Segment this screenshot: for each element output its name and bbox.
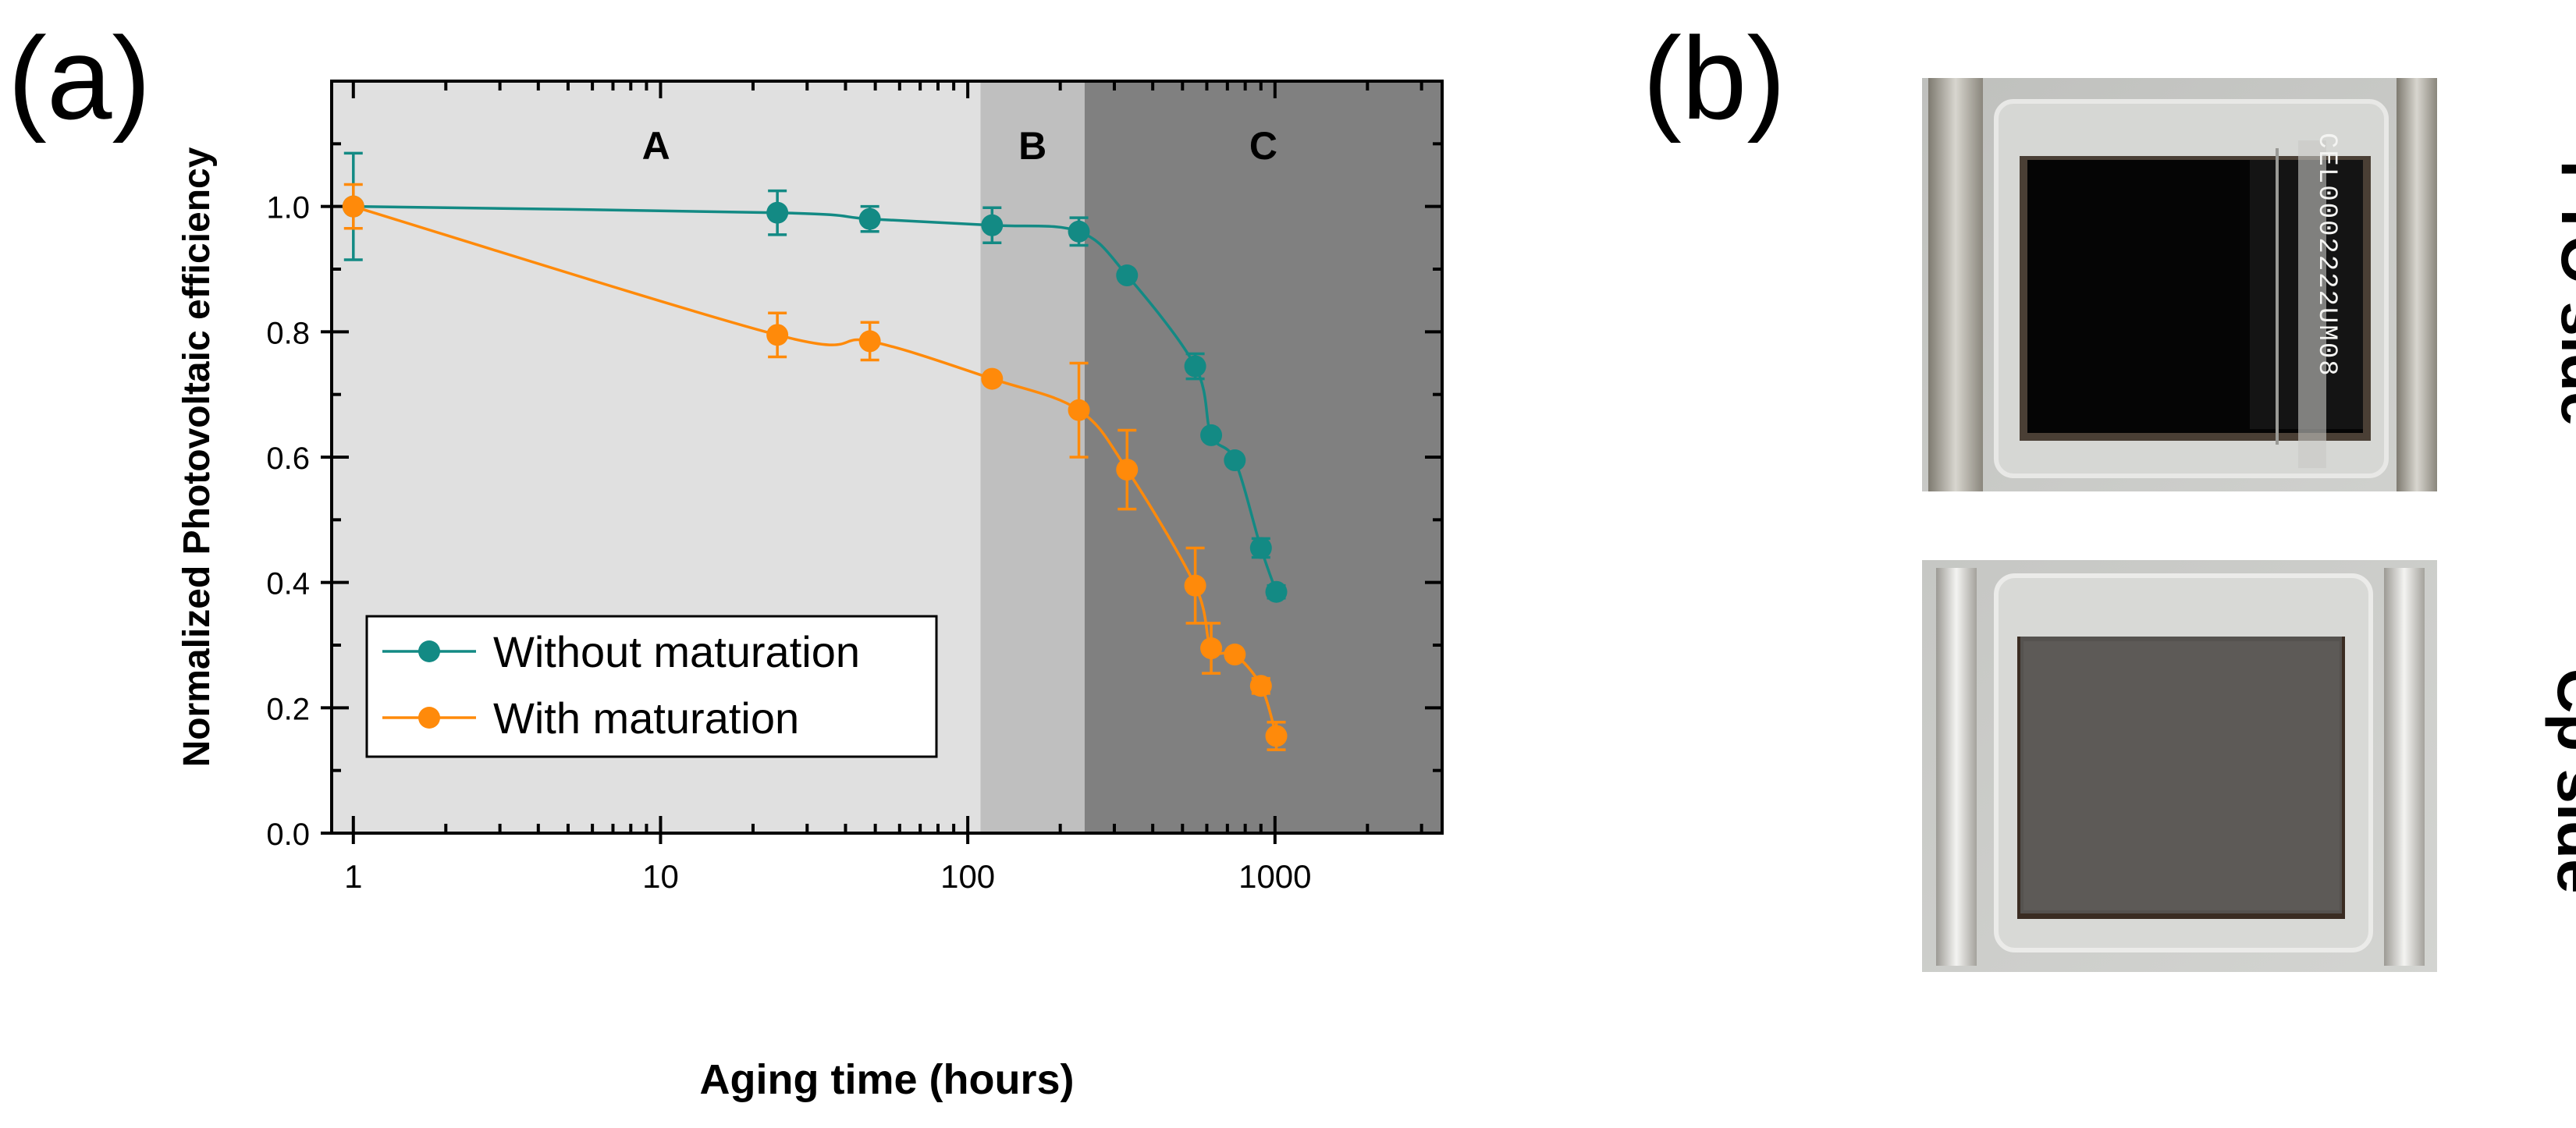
data-series <box>342 151 1288 751</box>
x-tick-label: 10 <box>642 858 679 895</box>
y-tick-label: 1.0 <box>266 191 310 225</box>
x-tick-label: 1000 <box>1238 858 1311 895</box>
data-point <box>1200 424 1223 446</box>
photo-fto-side: CEL0002222UM08 <box>1922 78 2437 491</box>
chart: A B C 1 10 100 1000 0.0 0.2 0.4 0.6 0.8 1.0 Without… <box>176 80 1444 1103</box>
data-point <box>981 214 1004 236</box>
plot-frame <box>330 80 1444 835</box>
data-point <box>981 367 1004 390</box>
region-b <box>980 81 1085 833</box>
data-point <box>766 201 789 224</box>
data-point <box>342 195 364 218</box>
panel-label-a: (a) <box>8 12 151 144</box>
data-point <box>1265 725 1288 747</box>
cp-side-label: Cp side <box>2545 668 2576 894</box>
fto-side-label: FTO side <box>2549 160 2576 427</box>
legend-entry-label: Without maturation <box>493 627 860 676</box>
series-with-maturation <box>342 183 1288 751</box>
data-point <box>1265 580 1288 603</box>
x-tick-label: 1 <box>344 858 362 895</box>
region-label-a: A <box>642 124 670 168</box>
y-axis-label: Normalized Photovoltaic efficiency <box>176 147 218 767</box>
data-point <box>1184 574 1206 597</box>
data-point <box>1249 675 1272 697</box>
y-tick-label: 0.2 <box>266 692 310 726</box>
series-without-maturation <box>342 151 1288 603</box>
data-point <box>1200 637 1223 660</box>
photo-cp-side <box>1922 560 2437 972</box>
data-point <box>1224 644 1246 666</box>
data-point <box>1224 449 1246 472</box>
data-point <box>766 324 789 346</box>
data-point <box>1116 264 1139 287</box>
region-label-b: B <box>1018 124 1046 168</box>
x-axis-label: Aging time (hours) <box>700 1056 1075 1103</box>
data-point <box>858 208 881 230</box>
y-tick-label: 0.6 <box>266 442 310 476</box>
y-tick-label: 0.4 <box>266 567 310 601</box>
legend-marker <box>418 707 440 729</box>
data-point <box>1068 220 1090 243</box>
legend-entry-label: With maturation <box>493 693 799 743</box>
data-point <box>1249 537 1272 559</box>
legend: Without maturation With maturation <box>365 615 938 758</box>
y-tick-label: 0.8 <box>266 316 310 350</box>
region-label-c: C <box>1249 124 1277 168</box>
panel-label-b: (b) <box>1643 12 1786 144</box>
data-point <box>858 330 881 353</box>
legend-marker <box>418 640 440 662</box>
y-tick-label: 0.0 <box>266 818 310 852</box>
region-c <box>1084 81 1442 833</box>
x-tick-label: 100 <box>940 858 995 895</box>
data-point <box>1184 355 1206 378</box>
legend-box <box>365 615 938 758</box>
data-point <box>1116 459 1139 481</box>
etched-serial-text: CEL0002222UM08 <box>2311 133 2341 378</box>
data-point <box>1068 399 1090 421</box>
